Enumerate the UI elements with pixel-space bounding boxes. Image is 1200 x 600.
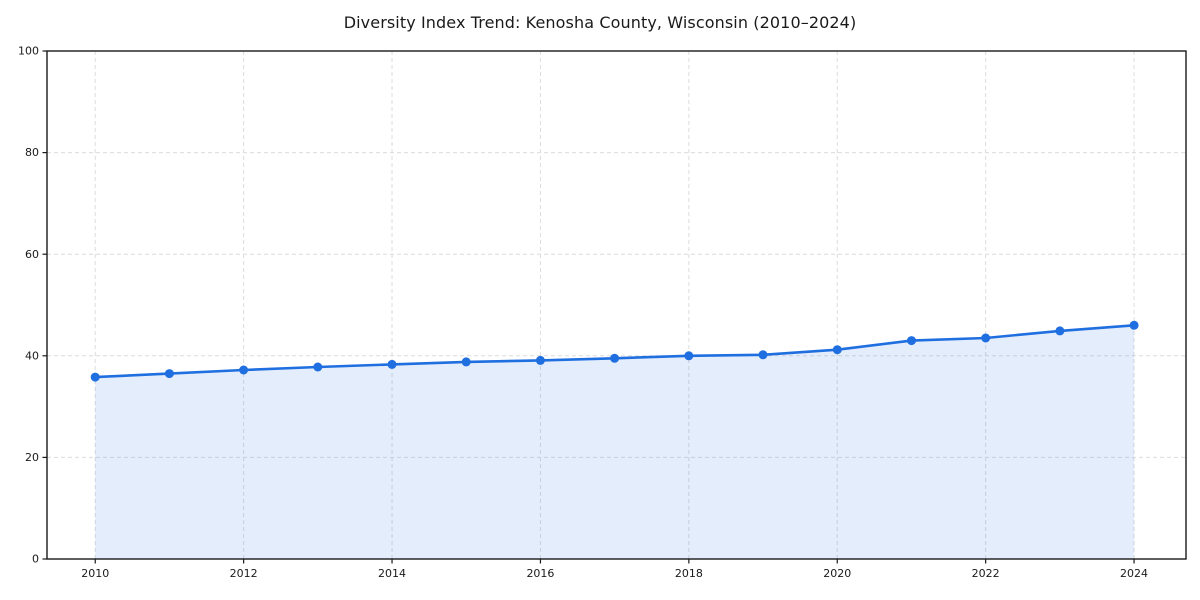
x-tick-label: 2014 xyxy=(378,567,406,580)
y-tick-label: 100 xyxy=(18,45,39,58)
area-fill xyxy=(95,325,1135,559)
data-point-2014 xyxy=(387,359,397,369)
y-tick-label: 80 xyxy=(25,146,39,159)
data-point-2024 xyxy=(1129,320,1139,330)
x-tick-label: 2022 xyxy=(972,567,1000,580)
data-point-2013 xyxy=(313,362,323,372)
x-tick-label: 2018 xyxy=(675,567,703,580)
data-point-2012 xyxy=(239,365,249,375)
y-tick-label: 20 xyxy=(25,451,39,464)
x-tick-label: 2024 xyxy=(1120,567,1148,580)
data-point-2022 xyxy=(981,333,991,343)
data-point-2020 xyxy=(832,345,842,355)
data-point-2015 xyxy=(461,357,471,367)
x-tick-label: 2020 xyxy=(823,567,851,580)
data-point-2019 xyxy=(758,350,768,360)
x-tick-label: 2016 xyxy=(526,567,554,580)
chart-title: Diversity Index Trend: Kenosha County, W… xyxy=(343,13,857,32)
data-point-2017 xyxy=(610,353,620,363)
data-point-2010 xyxy=(90,372,100,382)
x-tick-label: 2012 xyxy=(230,567,258,580)
y-tick-label: 40 xyxy=(25,349,39,362)
data-point-2016 xyxy=(535,355,545,365)
data-point-2011 xyxy=(164,369,174,379)
plot-border xyxy=(46,50,1187,560)
y-tick-label: 0 xyxy=(32,553,39,566)
data-point-2023 xyxy=(1055,326,1065,336)
data-point-2021 xyxy=(907,336,916,346)
y-tick-label: 60 xyxy=(25,248,39,261)
data-point-2018 xyxy=(684,351,694,361)
x-tick-label: 2010 xyxy=(81,567,109,580)
